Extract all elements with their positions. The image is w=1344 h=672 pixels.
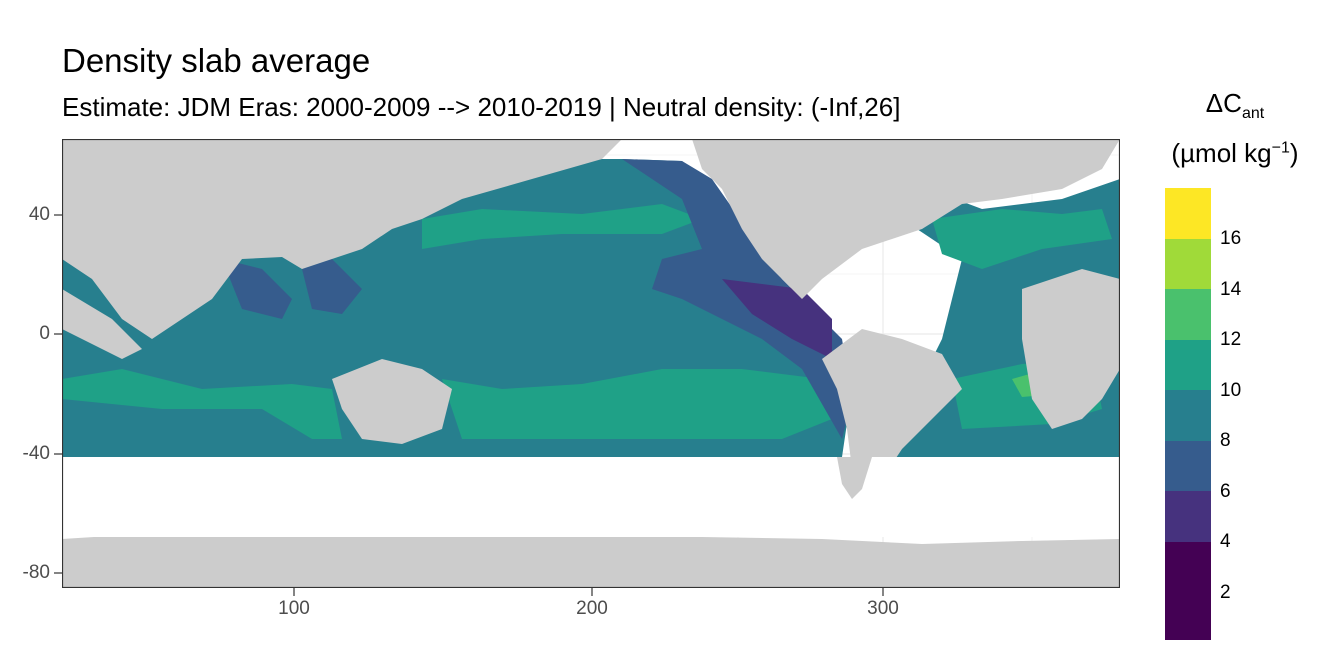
- no-data-band: [62, 457, 1120, 537]
- y-axis-ticks: [54, 214, 62, 574]
- legend-label: 14: [1220, 279, 1242, 300]
- ocean-band-10-12: [442, 369, 832, 439]
- legend-swatch: [1165, 289, 1211, 340]
- legend-swatch: [1165, 440, 1211, 491]
- ocean-band-10-12: [422, 204, 702, 249]
- legend-label: 12: [1220, 329, 1242, 350]
- land-arabia: [62, 289, 142, 359]
- x-tick-label: 300: [867, 598, 899, 619]
- map-panel: [62, 139, 1120, 588]
- plot-subtitle: Estimate: JDM Eras: 2000-2009 --> 2010-2…: [62, 92, 901, 122]
- legend-title: ΔCant: [1160, 88, 1310, 123]
- legend-label: 2: [1220, 582, 1231, 603]
- legend-label: 8: [1220, 430, 1231, 451]
- legend-unit: (µmol kg−1): [1160, 138, 1310, 169]
- legend-unit-open: (µmol kg: [1171, 138, 1272, 168]
- y-tick-label: -80: [22, 562, 50, 583]
- x-tick-label: 100: [278, 598, 310, 619]
- x-axis-ticks: [293, 588, 884, 596]
- legend-colorbar: [1165, 188, 1211, 640]
- ocean-band-6-8: [222, 259, 292, 319]
- ocean-band-10-12: [932, 209, 1112, 269]
- legend-unit-close: ): [1289, 138, 1299, 168]
- y-tick-label: -40: [22, 443, 50, 464]
- land-north-america: [692, 139, 1120, 299]
- legend-unit-exponent: −1: [1271, 139, 1290, 157]
- legend-swatch: [1165, 238, 1211, 289]
- ocean-band-6-8: [622, 159, 852, 439]
- legend-label: 16: [1220, 228, 1242, 249]
- ocean-band-10-12: [62, 369, 342, 439]
- land-patagonia: [837, 457, 872, 499]
- legend-swatch: [1165, 592, 1211, 640]
- land-australia: [332, 359, 452, 444]
- legend-label: 10: [1220, 380, 1242, 401]
- land-antarctica: [62, 522, 1120, 588]
- legend-swatch: [1165, 491, 1211, 542]
- legend-label: 4: [1220, 531, 1231, 552]
- land-eurasia: [62, 139, 622, 339]
- legend-label: 6: [1220, 481, 1231, 502]
- land-south-america: [822, 329, 962, 499]
- legend-swatch: [1165, 339, 1211, 390]
- legend-swatch: [1165, 390, 1211, 441]
- panel-border: [62, 139, 1120, 588]
- legend-swatch: [1165, 188, 1211, 239]
- legend-title-symbol: ΔC: [1205, 88, 1242, 118]
- plot-title: Density slab average: [62, 42, 371, 79]
- ocean-band-4-6: [722, 279, 832, 359]
- x-tick-label: 200: [576, 598, 608, 619]
- land: [62, 139, 1120, 588]
- ocean-band-6-8: [302, 259, 362, 314]
- y-tick-label: 40: [28, 204, 50, 225]
- y-tick-label: 0: [39, 323, 50, 344]
- legend-swatch: [1165, 541, 1211, 592]
- legend-title-subscript: ant: [1241, 105, 1265, 123]
- land-africa: [1022, 269, 1120, 429]
